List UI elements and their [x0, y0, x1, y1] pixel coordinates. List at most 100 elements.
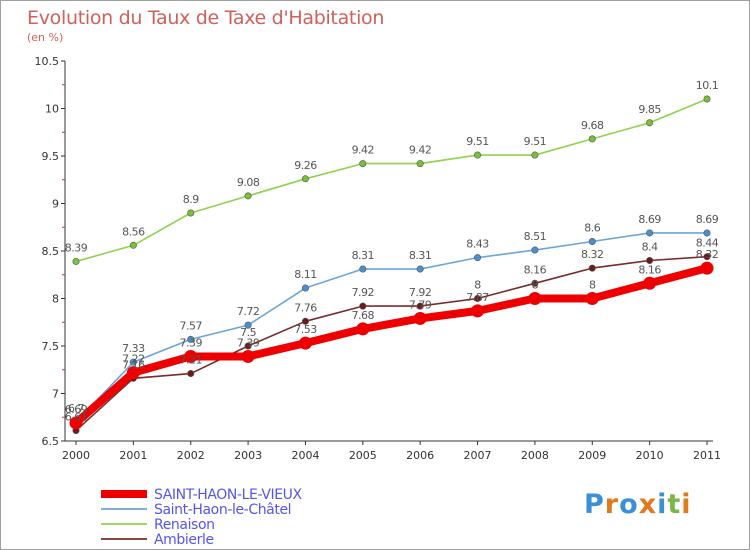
data-point [416, 160, 424, 168]
x-tick-label: 2006 [406, 449, 434, 462]
data-point [646, 229, 654, 237]
data-label: 8.11 [294, 268, 317, 281]
data-point [646, 256, 654, 264]
data-label: 8.6 [584, 222, 600, 235]
data-label: 6.7 [68, 402, 84, 415]
logo-letter: r [604, 489, 620, 520]
data-label: 7.72 [237, 305, 260, 318]
data-point [416, 302, 424, 310]
chart-data-labels: 8.39 8.56 8.9 9.08 9.26 9.42 9.42 9.51 9.51 9.68 9… [65, 79, 719, 424]
x-tick-label: 2001 [119, 449, 147, 462]
data-label: 8.32 [696, 248, 719, 261]
data-label: 7.76 [294, 301, 317, 314]
y-tick-label: 10.5 [35, 55, 60, 68]
chart-title: Evolution du Taux de Taxe d'Habitation [27, 7, 385, 29]
data-label: 8.44 [696, 237, 719, 250]
data-point [184, 349, 198, 363]
data-label: 8 [589, 279, 596, 292]
data-point [474, 151, 482, 159]
data-point [700, 261, 714, 275]
y-tick-label: 10 [45, 103, 59, 116]
data-point [471, 304, 485, 318]
legend-label: Ambierle [154, 532, 214, 548]
data-label: 10.1 [696, 79, 719, 92]
data-point [244, 321, 252, 329]
data-point [588, 238, 596, 246]
chart-subtitle: (en %) [27, 31, 64, 44]
data-label: 8.43 [466, 238, 489, 251]
legend-label: Saint-Haon-le-Châtel [154, 502, 291, 518]
x-tick-label: 2008 [521, 449, 549, 462]
data-label: 9.42 [409, 144, 432, 157]
data-label: 9.85 [638, 103, 661, 116]
legend-label: SAINT-HAON-LE-VIEUX [154, 487, 303, 503]
data-point [531, 151, 539, 159]
data-label: 9.42 [352, 144, 375, 157]
data-point [531, 246, 539, 254]
data-point [359, 265, 367, 273]
data-label: 9.26 [294, 159, 317, 172]
data-point [301, 284, 309, 292]
data-point [356, 322, 370, 336]
x-tick-label: 2003 [234, 449, 262, 462]
data-point [474, 294, 482, 302]
data-label: 7.39 [237, 336, 260, 349]
logo-letter: t [667, 489, 682, 520]
data-point [703, 229, 711, 237]
data-label: 8.32 [581, 248, 604, 261]
data-point [126, 366, 140, 380]
data-label: 9.08 [237, 176, 260, 189]
data-point [129, 241, 137, 249]
data-point [646, 119, 654, 127]
data-point [187, 335, 195, 343]
y-tick-label: 7.5 [42, 340, 60, 353]
data-label: 7.53 [294, 323, 317, 336]
data-label: 8.56 [122, 225, 145, 238]
x-tick-label: 2009 [578, 449, 606, 462]
data-point [187, 370, 195, 378]
y-tick-label: 9.5 [42, 150, 60, 163]
data-label: 8.4 [642, 241, 658, 254]
logo-letter: x [638, 489, 658, 520]
data-label: 7.5 [240, 326, 256, 339]
data-label: 9.51 [466, 135, 489, 148]
x-tick-label: 2011 [693, 449, 721, 462]
data-label: 7.68 [352, 309, 375, 322]
data-label: 7.21 [179, 354, 202, 367]
legend-label: Renaison [154, 517, 215, 533]
data-label: 8 [474, 279, 481, 292]
data-label: 8.69 [696, 213, 719, 226]
chart-axes: 6.5 7 7.5 8 8.5 9 9.5 10 10.5 2000 2001 2002 2003 200… [35, 55, 722, 462]
data-point [301, 317, 309, 325]
data-label: 7.92 [352, 286, 375, 299]
data-label: 7.57 [179, 319, 202, 332]
x-tick-label: 2005 [349, 449, 377, 462]
data-point [643, 276, 657, 290]
data-point [69, 416, 83, 430]
x-tick-label: 2007 [464, 449, 492, 462]
chart-series [69, 95, 714, 435]
data-point [474, 254, 482, 262]
data-label: 7.92 [409, 286, 432, 299]
data-label: 8.31 [352, 249, 375, 262]
series-line-saint-haon-le-ch-tel [75, 232, 708, 423]
data-point [359, 302, 367, 310]
data-point [298, 336, 312, 350]
data-point [531, 279, 539, 287]
logo-letter: i [681, 489, 692, 520]
y-tick-label: 8 [52, 293, 59, 306]
chart-legend: SAINT-HAON-LE-VIEUXSaint-Haon-le-ChâtelR… [101, 487, 303, 548]
data-label: 6.69 [65, 403, 88, 416]
data-label: 9.68 [581, 119, 604, 132]
data-label: 8.16 [638, 263, 661, 276]
data-label: 7.79 [409, 298, 432, 311]
data-point [703, 253, 711, 261]
y-tick-label: 9 [52, 198, 59, 211]
data-label: 8.31 [409, 249, 432, 262]
data-label: 7.22 [122, 353, 145, 366]
x-tick-label: 2000 [62, 449, 90, 462]
data-point [187, 209, 195, 217]
data-point [244, 192, 252, 200]
